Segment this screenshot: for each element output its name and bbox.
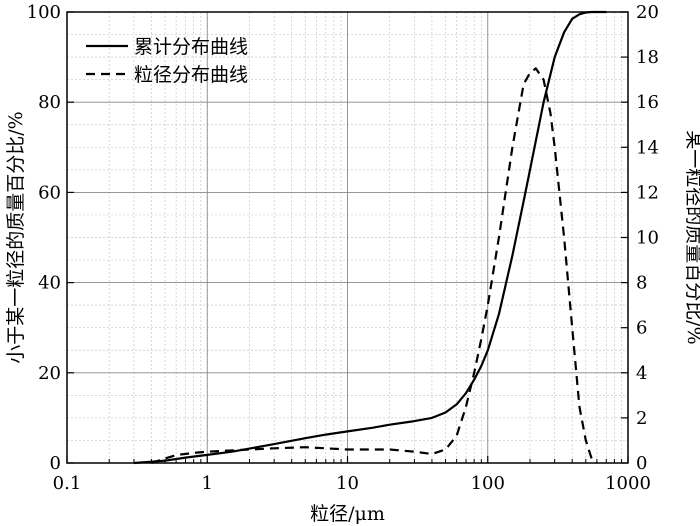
ticks: 0.1 1 10 100 1000020406080100024681012141618… (27, 2, 659, 494)
x-axis-label: 粒径/μm (310, 503, 385, 525)
y-left-tick-label: 0 (50, 453, 61, 474)
y-right-tick-label: 0 (636, 453, 647, 474)
y-right-tick-label: 6 (636, 318, 647, 339)
legend-label: 累计分布曲线 (134, 36, 248, 58)
y-right-tick-label: 4 (636, 363, 647, 384)
y-right-tick-label: 18 (636, 47, 659, 68)
x-tick-label: 1 (202, 473, 213, 494)
y-left-tick-label: 20 (38, 363, 61, 384)
y-left-tick-label: 60 (38, 182, 61, 203)
series (133, 10, 607, 465)
y-right-tick-label: 10 (636, 228, 659, 249)
y-left-tick-label: 100 (27, 2, 61, 23)
y-right-tick-label: 14 (636, 137, 659, 158)
grid (66, 11, 629, 464)
distribution-curve (151, 67, 598, 465)
y-right-tick-label: 2 (636, 408, 647, 429)
x-tick-label: 1000 (605, 473, 651, 494)
x-tick-label: 10 (336, 473, 359, 494)
y-left-tick-label: 40 (38, 273, 61, 294)
x-tick-label: 0.1 (53, 473, 82, 494)
y-right-tick-label: 8 (636, 273, 647, 294)
y-axis-left-label: 小于某一粒径的质量百分比/% (5, 111, 27, 363)
y-right-tick-label: 12 (636, 182, 659, 203)
x-tick-label: 100 (471, 473, 505, 494)
y-right-tick-label: 20 (636, 2, 659, 23)
legend-label: 粒径分布曲线 (134, 64, 248, 86)
y-axis-right-label: 某一粒径的质量百分比/% (683, 130, 700, 344)
y-left-tick-label: 80 (38, 92, 61, 113)
y-right-tick-label: 16 (636, 92, 659, 113)
